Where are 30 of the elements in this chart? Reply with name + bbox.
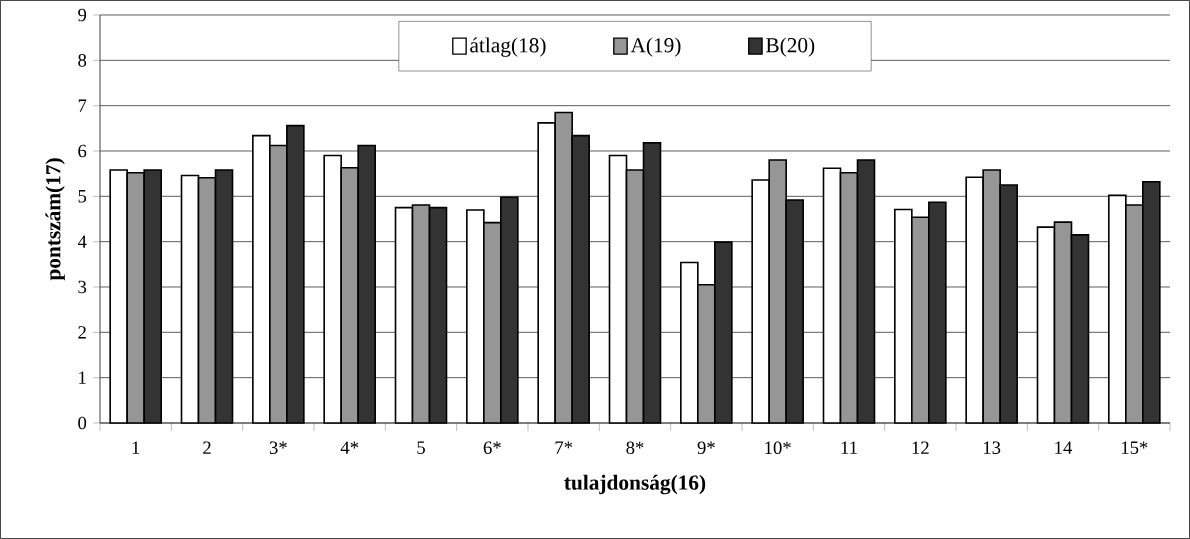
x-tick-label: 9* [697, 441, 715, 455]
y-tick-label: 9 [78, 8, 87, 22]
x-tick-label: 5 [417, 441, 425, 454]
x-tick-label: 14 [1055, 441, 1073, 454]
y-tick-label: 0 [78, 416, 87, 430]
y-tick-label: 5 [78, 190, 87, 203]
x-tick-label: 13 [983, 441, 1001, 455]
y-tick-label: 6 [78, 144, 87, 158]
x-tick-label: 15* [1121, 441, 1148, 454]
legend-label: A(19) [630, 37, 681, 57]
x-axis-title: tulajdonság(16) [564, 474, 706, 495]
y-tick-label: 3 [78, 280, 87, 294]
x-tick-label: 11 [841, 441, 857, 454]
x-tick-label: 12 [912, 441, 929, 454]
y-tick-label: 2 [78, 326, 86, 339]
x-tick-label: 4* [340, 441, 359, 454]
x-tick-label: 8* [626, 441, 644, 455]
legend-label: B(20) [766, 37, 815, 57]
x-tick-label: 6* [483, 441, 501, 455]
x-tick-label: 3* [269, 441, 287, 455]
x-tick-label: 1 [132, 441, 140, 454]
x-tick-label: 10* [765, 441, 791, 455]
y-axis-title: pontszám(17) [45, 158, 65, 281]
y-tick-label: 1 [79, 371, 86, 384]
y-tick-label: 8 [78, 54, 87, 67]
x-tick-label: 2 [203, 441, 211, 454]
y-tick-label: 7 [78, 99, 87, 112]
y-tick-label: 4 [77, 235, 87, 248]
legend-label: átlag(18) [470, 37, 546, 57]
x-tick-label: 7* [555, 441, 573, 454]
